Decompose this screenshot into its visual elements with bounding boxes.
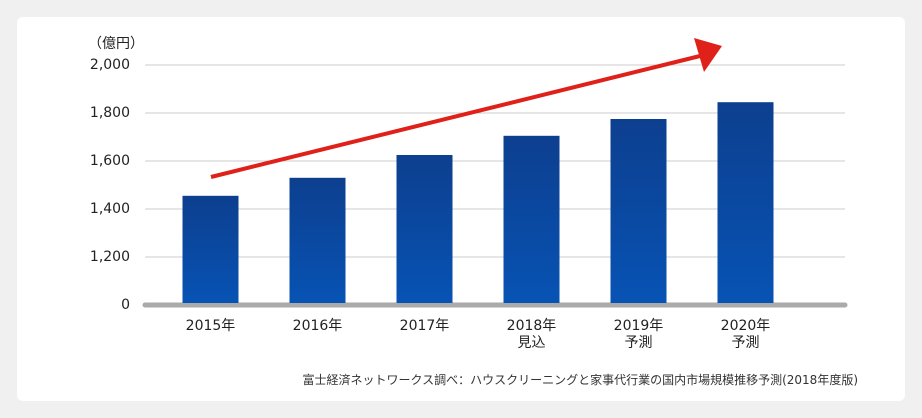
x-tick-label: 2018年 見込 (506, 318, 557, 351)
bar (503, 135, 560, 303)
y-tick-label: 2,000 (89, 57, 130, 73)
y-tick-label: 1,400 (89, 201, 130, 217)
x-tick-label: 2020年 予測 (720, 318, 771, 351)
x-tick-label: 2019年 予測 (613, 318, 664, 351)
source-note: 富士経済ネットワークス調べ：ハウスクリーニングと家事代行業の国内市場規模推移予測… (302, 373, 858, 387)
y-tick-label: 0 (121, 297, 130, 313)
x-tick-label: 2016年 (292, 318, 343, 334)
unit-label: （億円） (88, 36, 144, 52)
bar (396, 155, 453, 303)
bar (610, 119, 667, 303)
y-tick-label: 1,800 (89, 105, 130, 121)
x-tick-label: 2017年 (399, 318, 450, 334)
y-tick-label: 1,600 (89, 153, 130, 169)
bar (182, 195, 239, 303)
trend-arrow (210, 38, 722, 179)
bar (717, 102, 774, 303)
bar (289, 177, 346, 303)
x-tick-label: 2015年 (185, 318, 236, 334)
y-tick-label: 1,200 (89, 249, 130, 265)
